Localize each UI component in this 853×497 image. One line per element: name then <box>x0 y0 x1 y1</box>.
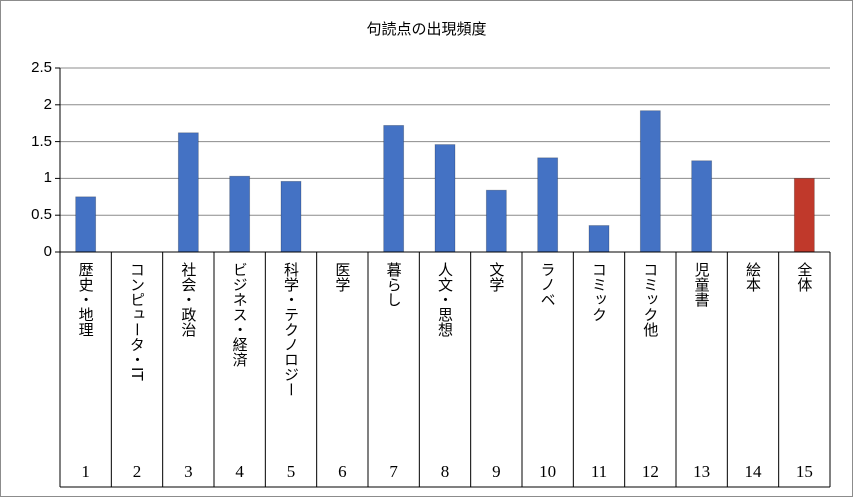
bar-1 <box>75 196 97 253</box>
category-index: 4 <box>235 462 244 481</box>
bar-7 <box>383 125 405 253</box>
category-label: 科学・テクノロジー <box>282 262 300 397</box>
y-tick-label: 1.5 <box>31 132 52 150</box>
y-tick-label: 2 <box>43 95 52 113</box>
category-label: 人文・思想 <box>436 262 454 337</box>
category-label: 児童書 <box>692 262 711 307</box>
category-index: 14 <box>744 462 762 481</box>
category-label: 絵本 <box>744 262 762 292</box>
category-index: 8 <box>440 462 450 481</box>
y-tick-label: 0 <box>43 243 52 260</box>
bar-4 <box>229 175 251 253</box>
category-index: 3 <box>184 462 193 481</box>
category-label: ラノベ <box>538 262 557 307</box>
category-label: 全体 <box>795 262 814 292</box>
category-label: 医学 <box>333 262 352 292</box>
bar-5 <box>280 180 302 253</box>
bar-13 <box>691 160 713 253</box>
category-index: 15 <box>795 462 813 481</box>
bar-8 <box>434 144 456 253</box>
y-tick-label: 0.5 <box>31 206 52 224</box>
bar-3 <box>177 132 199 253</box>
bar-11 <box>588 225 610 253</box>
category-label: ビジネス・経済 <box>230 262 249 367</box>
category-label: 文学 <box>487 262 506 292</box>
category-index: 5 <box>286 462 296 481</box>
y-tick-label: 1 <box>43 169 52 187</box>
bar-15 <box>793 177 815 253</box>
category-index: 2 <box>132 462 142 481</box>
category-label: コミック他 <box>641 262 660 337</box>
category-index: 7 <box>389 462 398 481</box>
category-label: コミック <box>590 262 608 322</box>
category-label: 社会・政治 <box>179 262 198 337</box>
chart-title: 句読点の出現頻度 <box>366 20 487 38</box>
category-index: 13 <box>693 462 711 481</box>
category-label: コンピュータ・IT <box>128 262 146 381</box>
category-index: 12 <box>641 462 659 481</box>
bar-12 <box>639 110 661 253</box>
category-index: 11 <box>590 462 608 481</box>
category-index: 9 <box>492 462 501 481</box>
category-index: 10 <box>539 462 557 481</box>
category-label: 歴史・地理 <box>76 262 95 337</box>
category-label: 暮らし <box>384 262 403 307</box>
bar-10 <box>537 157 559 253</box>
category-index: 1 <box>81 462 90 481</box>
y-tick-label: 2.5 <box>31 59 52 76</box>
bar-9 <box>485 189 507 253</box>
category-index: 6 <box>338 462 347 481</box>
